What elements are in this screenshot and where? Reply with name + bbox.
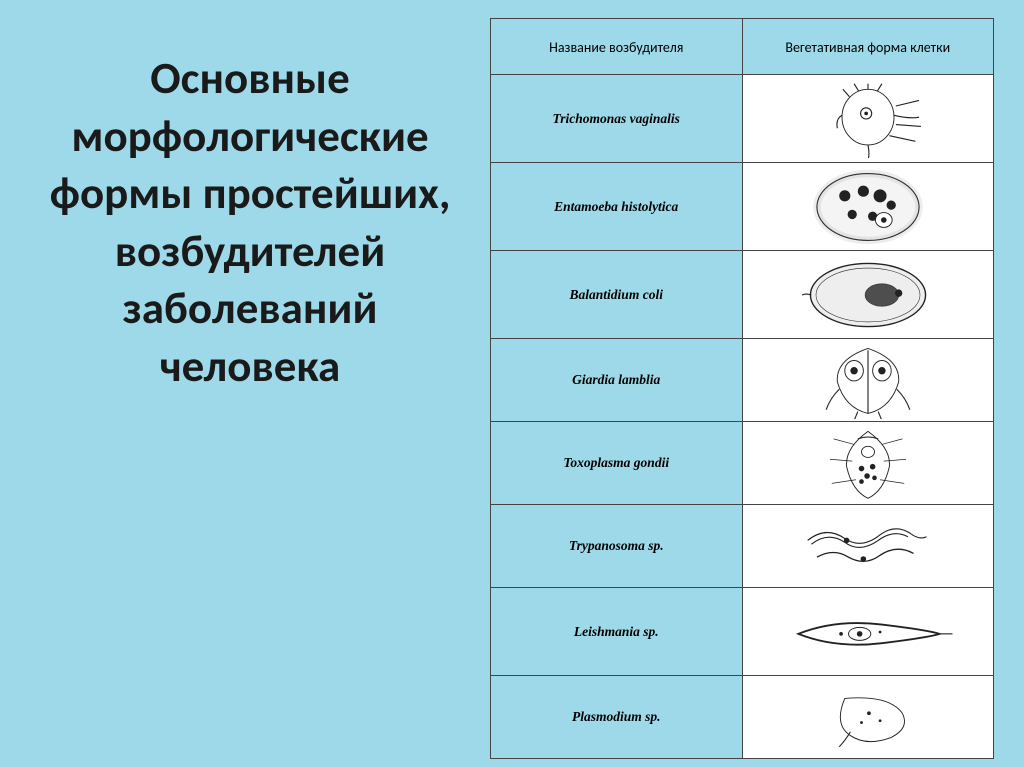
leishmania-icon (773, 593, 963, 671)
toxoplasma-icon (773, 424, 963, 502)
organism-image-cell (742, 163, 994, 251)
organism-image-cell (742, 676, 994, 759)
trichomonas-icon (773, 80, 963, 158)
balantidium-icon (773, 256, 963, 334)
table-row: Leishmania sp. (491, 588, 994, 676)
page-title: Основные морфологические формы простейши… (40, 50, 460, 396)
plasmodium-icon (773, 678, 963, 756)
organism-name: Trypanosoma sp. (491, 505, 743, 588)
organism-image-cell (742, 588, 994, 676)
organisms-table: Название возбудителя Вегетативная форма … (490, 18, 994, 759)
organism-name: Entamoeba histolytica (491, 163, 743, 251)
table-row: Entamoeba histolytica (491, 163, 994, 251)
giardia-icon (773, 341, 963, 419)
col-shape: Вегетативная форма клетки (742, 19, 994, 75)
organism-image-cell (742, 339, 994, 422)
table-row: Balantidium coli (491, 251, 994, 339)
organism-name: Leishmania sp. (491, 588, 743, 676)
organism-name: Plasmodium sp. (491, 676, 743, 759)
organism-image-cell (742, 251, 994, 339)
trypanosoma-icon (773, 507, 963, 585)
table-panel: Название возбудителя Вегетативная форма … (480, 0, 1024, 767)
organism-name: Toxoplasma gondii (491, 422, 743, 505)
organism-name: Giardia lamblia (491, 339, 743, 422)
entamoeba-icon (773, 168, 963, 246)
table-header-row: Название возбудителя Вегетативная форма … (491, 19, 994, 75)
title-panel: Основные морфологические формы простейши… (0, 0, 480, 767)
organism-image-cell (742, 75, 994, 163)
organism-name: Trichomonas vaginalis (491, 75, 743, 163)
organism-image-cell (742, 505, 994, 588)
col-name: Название возбудителя (491, 19, 743, 75)
table-row: Toxoplasma gondii (491, 422, 994, 505)
organism-image-cell (742, 422, 994, 505)
table-row: Giardia lamblia (491, 339, 994, 422)
table-row: Trypanosoma sp. (491, 505, 994, 588)
table-row: Trichomonas vaginalis (491, 75, 994, 163)
table-row: Plasmodium sp. (491, 676, 994, 759)
organism-name: Balantidium coli (491, 251, 743, 339)
